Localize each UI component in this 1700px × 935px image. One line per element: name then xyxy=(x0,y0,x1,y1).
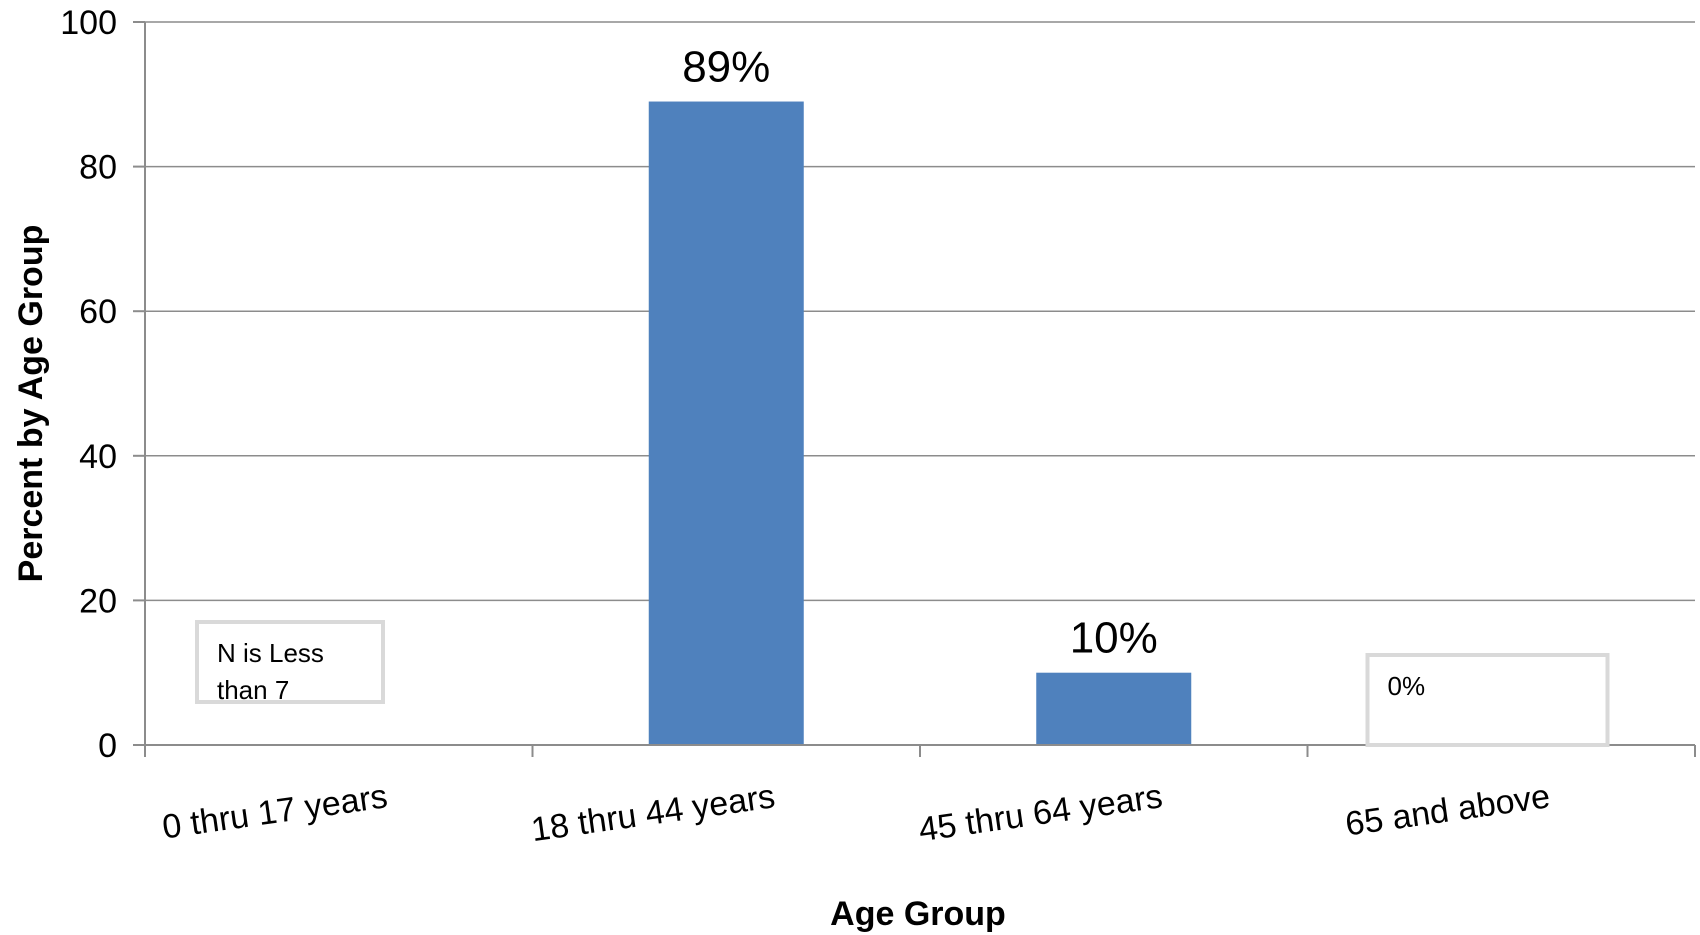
y-tick-label: 20 xyxy=(79,582,117,620)
bars xyxy=(648,101,1192,745)
annotation-text: N is Less xyxy=(217,638,324,668)
y-tick-label: 0 xyxy=(98,727,117,765)
x-tick-label: 45 thru 64 years xyxy=(916,777,1165,849)
labels: 0 20 40 60 80 100 0 thru 17 years 89% 18 thru 44… xyxy=(60,4,1610,849)
y-axis-title: Percent by Age Group xyxy=(12,225,50,583)
annotation-box xyxy=(195,620,385,704)
y-tick-label: 80 xyxy=(79,149,117,187)
bar xyxy=(1036,672,1192,745)
x-tick-label: 65 and above xyxy=(1343,777,1552,843)
x-tick-label: 18 thru 44 years xyxy=(529,777,778,849)
x-tick-label: 0 thru 17 years xyxy=(160,777,390,846)
data-label: 89% xyxy=(682,43,770,92)
gridlines xyxy=(145,21,1695,602)
annotation-box xyxy=(1365,653,1610,747)
x-axis-title: Age Group xyxy=(830,895,1006,933)
y-tick-label: 40 xyxy=(79,438,117,476)
bar xyxy=(648,101,804,745)
annotation-text: than 7 xyxy=(217,675,289,705)
y-tick-label: 100 xyxy=(60,4,117,42)
annotation-text: 0% xyxy=(1388,671,1426,701)
data-label: 10% xyxy=(1070,614,1158,663)
y-tick-label: 60 xyxy=(79,293,117,331)
